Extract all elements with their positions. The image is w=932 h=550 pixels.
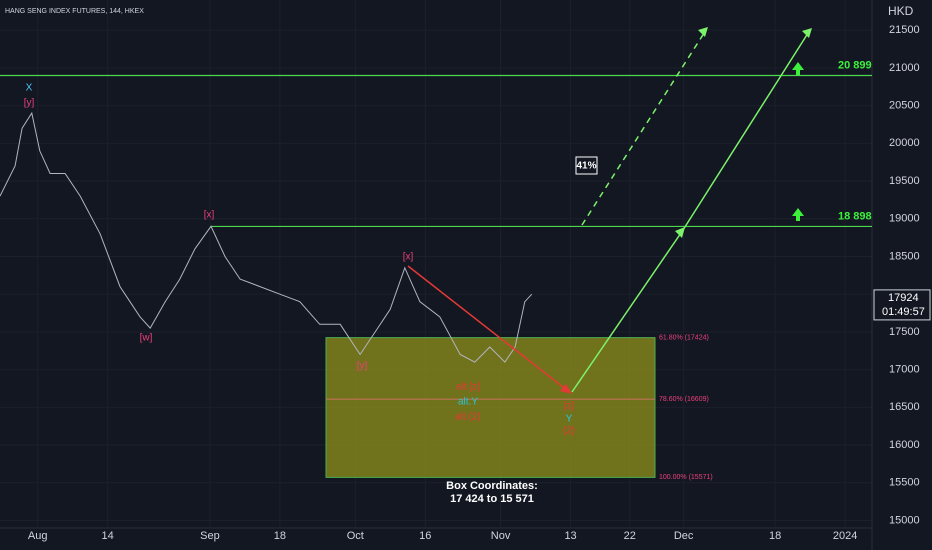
red-arrow: [407, 265, 569, 392]
x-tick-label: Dec: [674, 530, 694, 542]
x-tick-label: 22: [624, 530, 636, 542]
y-tick-label: 17000: [889, 364, 920, 376]
probability-label: 41%: [576, 161, 596, 172]
y-tick-label: 18500: [889, 250, 920, 262]
chart-title: HANG SENG INDEX FUTURES, 144, HKEX: [5, 8, 144, 15]
wave-label: [y]: [24, 98, 35, 109]
level-label: 20 899: [838, 59, 872, 71]
layer: 1500015500160001650017000175001800018500…: [0, 24, 931, 542]
x-tick-label: 16: [419, 530, 431, 542]
dashed-arrow: [581, 29, 707, 226]
up-arrow-icon: [792, 208, 804, 221]
green-arrow-head: [675, 227, 685, 238]
x-tick-label: Aug: [28, 530, 48, 542]
y-tick-label: 17500: [889, 326, 920, 338]
x-tick-label: 13: [564, 530, 576, 542]
y-tick-label: 16500: [889, 401, 920, 413]
wave-label: [x]: [204, 210, 215, 221]
fib-label: 61.80% (17424): [659, 334, 709, 341]
wave-label: alt.Y: [458, 397, 478, 408]
x-tick-label: Nov: [491, 530, 511, 542]
up-arrow-icon: [792, 62, 804, 75]
level-label: 18 898: [838, 210, 872, 222]
fib-label: 100.00% (15571): [659, 474, 713, 481]
y-tick-label: 20500: [889, 100, 920, 112]
box-title: Box Coordinates:: [446, 480, 538, 492]
y-tick-label: 21000: [889, 62, 920, 74]
y-tick-label: 15000: [889, 514, 920, 526]
y-tick-label: 15500: [889, 477, 920, 489]
x-tick-label: 2024: [833, 530, 857, 542]
x-tick-label: Oct: [347, 530, 364, 542]
last-price-box: [873, 289, 931, 321]
wave-label: alt.[z]: [456, 382, 480, 393]
y-tick-label: 19000: [889, 213, 920, 225]
dashed-arrow-head: [698, 27, 708, 37]
green-arrow-head: [802, 28, 812, 38]
probability-box: [575, 156, 598, 175]
target-box: [325, 337, 656, 478]
red-arrow-head: [560, 384, 572, 394]
wave-label: [z]: [564, 401, 575, 412]
wave-label: [w]: [140, 333, 153, 344]
y-tick-label: 16000: [889, 439, 920, 451]
price-line: [0, 111, 533, 363]
wave-label: X: [26, 83, 33, 94]
wave-label: alt.(2): [455, 412, 481, 423]
x-tick-label: 18: [274, 530, 286, 542]
wave-label: Y: [566, 414, 573, 425]
x-tick-label: 18: [769, 530, 781, 542]
box-range: 17 424 to 15 571: [450, 493, 534, 505]
fib-label: 78.60% (16609): [659, 396, 709, 403]
wave-label: (2): [563, 426, 575, 437]
wave-label: [x]: [403, 252, 414, 263]
y-tick-label: 20000: [889, 137, 920, 149]
currency-label: HKD: [888, 4, 914, 18]
wave-label: [y]: [357, 361, 368, 372]
countdown-label: 01:49:57: [882, 306, 925, 318]
projection-arrows: [407, 27, 812, 394]
last-price-label: 17924: [888, 292, 919, 304]
y-tick-label: 21500: [889, 24, 920, 36]
x-tick-label: 14: [102, 530, 114, 542]
y-tick-label: 19500: [889, 175, 920, 187]
x-tick-label: Sep: [200, 530, 220, 542]
